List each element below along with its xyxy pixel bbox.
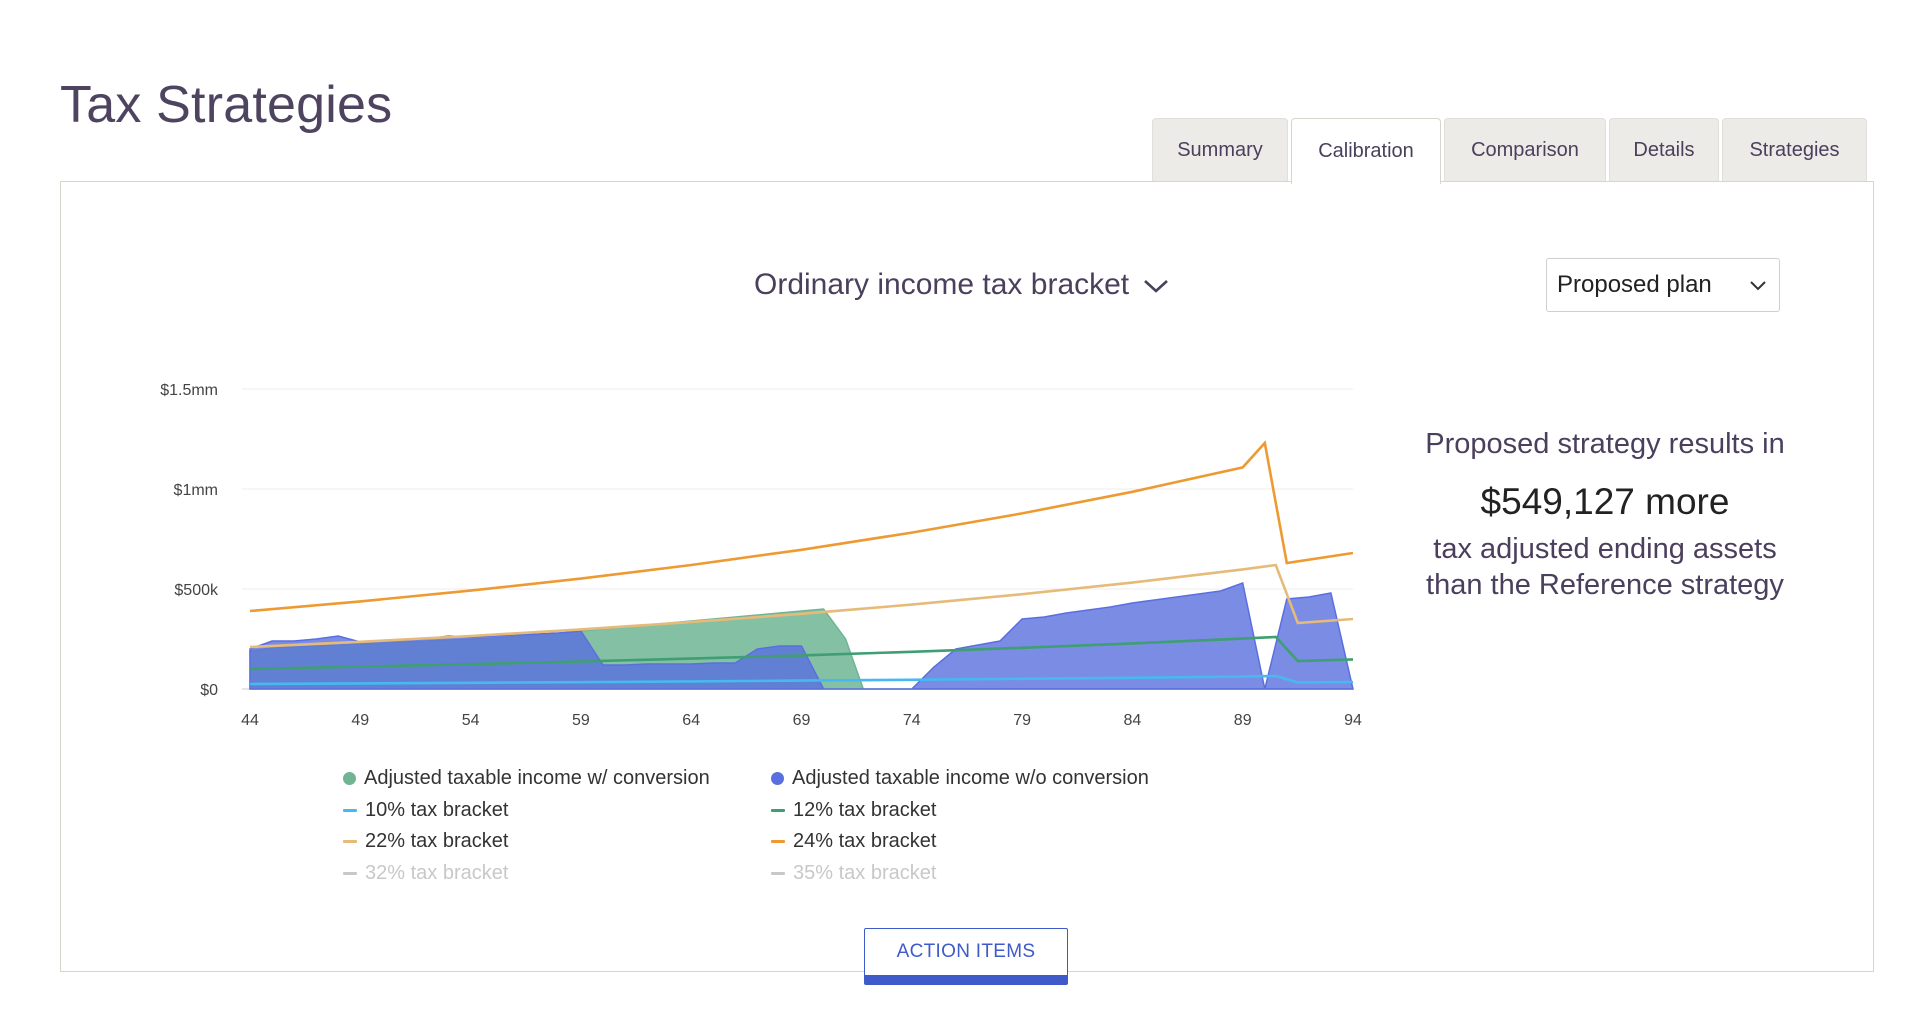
page-title: Tax Strategies xyxy=(60,75,393,134)
action-items-button[interactable]: ACTION ITEMS xyxy=(864,928,1068,985)
legend-item-with-conversion[interactable]: Adjusted taxable income w/ conversion xyxy=(343,767,771,790)
legend-line-icon xyxy=(343,840,357,844)
result-comparison: than the Reference strategy xyxy=(1426,569,1784,601)
chart-type-label: Ordinary income tax bracket xyxy=(754,268,1130,301)
legend-item-without-conversion[interactable]: Adjusted taxable income w/o conversion xyxy=(771,767,1199,790)
x-tick-label: 74 xyxy=(903,712,921,729)
legend-line-icon xyxy=(771,808,785,812)
x-tick-label: 49 xyxy=(351,712,369,729)
x-tick-label: 59 xyxy=(572,712,590,729)
chart-legend: Adjusted taxable income w/ conversion Ad… xyxy=(343,763,1243,889)
legend-label: 32% tax bracket xyxy=(365,861,509,884)
legend-line-icon xyxy=(343,871,357,875)
legend-item-bracket-22[interactable]: 22% tax bracket xyxy=(343,830,771,853)
x-tick-label: 44 xyxy=(241,712,259,729)
x-tick-label: 94 xyxy=(1344,712,1362,729)
legend-line-icon xyxy=(771,840,785,844)
legend-label: Adjusted taxable income w/ conversion xyxy=(364,767,710,790)
x-tick-label: 69 xyxy=(793,712,811,729)
x-tick-label: 64 xyxy=(682,712,700,729)
chevron-down-icon xyxy=(1749,271,1767,299)
legend-label: 24% tax bracket xyxy=(793,830,937,853)
legend-item-bracket-32[interactable]: 32% tax bracket xyxy=(343,862,771,885)
tab-calibration[interactable]: Calibration xyxy=(1291,118,1441,184)
tax-bracket-chart: $0 $500k $1mm $1.5mm 44 49 54 59 64 69 74 79 84 89 94 xyxy=(160,382,1362,729)
chart-type-dropdown[interactable]: Ordinary income tax bracket xyxy=(754,268,1169,302)
tab-summary[interactable]: Summary xyxy=(1152,118,1288,182)
chart-axes: $0 $500k $1mm $1.5mm 44 49 54 59 64 69 74 79 84 89 94 xyxy=(160,382,1362,729)
legend-label: 10% tax bracket xyxy=(365,798,509,821)
plan-select-value: Proposed plan xyxy=(1557,271,1712,298)
x-tick-label: 89 xyxy=(1234,712,1252,729)
legend-item-bracket-12[interactable]: 12% tax bracket xyxy=(771,799,1199,822)
result-description: tax adjusted ending assets xyxy=(1433,533,1777,565)
legend-item-bracket-10[interactable]: 10% tax bracket xyxy=(343,799,771,822)
x-tick-label: 79 xyxy=(1013,712,1031,729)
legend-label: 12% tax bracket xyxy=(793,798,937,821)
chevron-down-icon xyxy=(1143,268,1169,302)
x-tick-label: 84 xyxy=(1124,712,1142,729)
legend-item-bracket-35[interactable]: 35% tax bracket xyxy=(771,862,1199,885)
result-intro: Proposed strategy results in xyxy=(1425,428,1785,460)
legend-item-bracket-24[interactable]: 24% tax bracket xyxy=(771,830,1199,853)
legend-line-icon xyxy=(343,808,357,812)
legend-line-icon xyxy=(771,871,785,875)
series-line-12-bracket xyxy=(249,635,1354,671)
y-tick-label: $1.5mm xyxy=(160,382,218,399)
legend-label: Adjusted taxable income w/o conversion xyxy=(792,767,1149,790)
tab-details[interactable]: Details xyxy=(1609,118,1719,182)
tab-strategies[interactable]: Strategies xyxy=(1722,118,1867,182)
legend-label: 35% tax bracket xyxy=(793,861,937,884)
strategy-result: Proposed strategy results in $549,127 mo… xyxy=(1385,428,1825,603)
plan-select[interactable]: Proposed plan xyxy=(1546,258,1780,312)
chart-series xyxy=(249,440,1354,690)
tab-comparison[interactable]: Comparison xyxy=(1444,118,1606,182)
x-tick-label: 54 xyxy=(462,712,480,729)
series-line-22-bracket xyxy=(249,563,1354,649)
y-tick-label: $500k xyxy=(174,582,219,599)
y-tick-label: $0 xyxy=(200,682,218,699)
series-line-10-bracket xyxy=(249,674,1354,686)
result-amount: $549,127 more xyxy=(1480,481,1730,522)
series-line-24-bracket xyxy=(249,440,1354,613)
view-tabs: Summary Calibration Comparison Details S… xyxy=(1152,118,1867,184)
legend-dot-icon xyxy=(771,772,784,786)
y-tick-label: $1mm xyxy=(174,482,218,499)
legend-label: 22% tax bracket xyxy=(365,830,509,853)
legend-dot-icon xyxy=(343,772,356,786)
calibration-panel xyxy=(60,181,1874,972)
